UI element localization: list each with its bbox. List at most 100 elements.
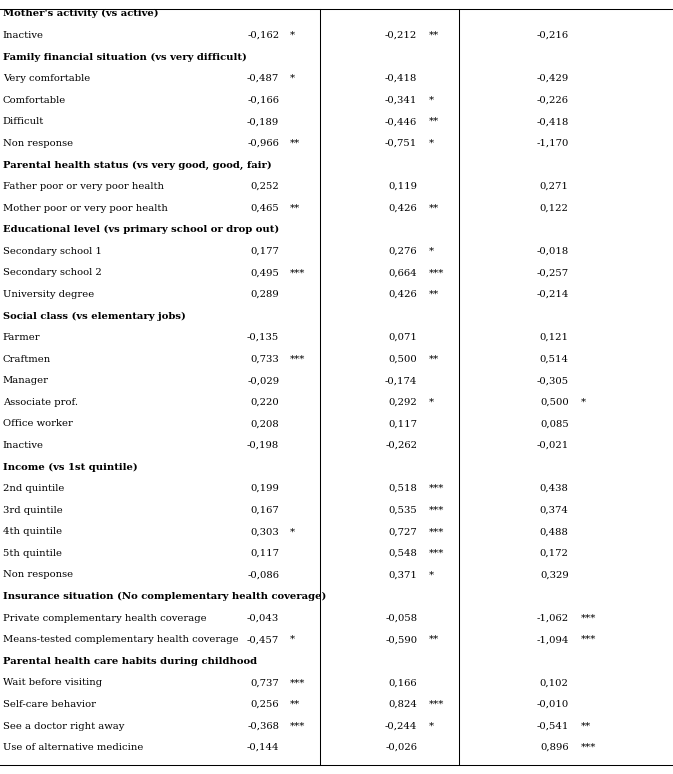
- Text: ***: ***: [289, 354, 305, 364]
- Text: 0,252: 0,252: [250, 182, 279, 191]
- Text: ***: ***: [581, 635, 596, 644]
- Text: 0,465: 0,465: [250, 204, 279, 213]
- Text: 0,727: 0,727: [388, 527, 417, 536]
- Text: 0,220: 0,220: [250, 398, 279, 407]
- Text: *: *: [289, 527, 295, 536]
- Text: **: **: [429, 635, 439, 644]
- Text: -0,029: -0,029: [247, 376, 279, 385]
- Text: **: **: [429, 290, 439, 299]
- Text: **: **: [289, 700, 299, 709]
- Text: 0,426: 0,426: [388, 290, 417, 299]
- Text: 0,548: 0,548: [388, 549, 417, 558]
- Text: Craftmen: Craftmen: [3, 354, 51, 364]
- Text: -0,214: -0,214: [536, 290, 569, 299]
- Text: 0,085: 0,085: [540, 420, 569, 428]
- Text: ***: ***: [429, 505, 444, 515]
- Text: -0,018: -0,018: [536, 247, 569, 255]
- Text: 0,292: 0,292: [388, 398, 417, 407]
- Text: -0,086: -0,086: [247, 570, 279, 580]
- Text: 0,289: 0,289: [250, 290, 279, 299]
- Text: 0,303: 0,303: [250, 527, 279, 536]
- Text: -0,262: -0,262: [385, 441, 417, 450]
- Text: Means-tested complementary health coverage: Means-tested complementary health covera…: [3, 635, 238, 644]
- Text: -0,212: -0,212: [385, 31, 417, 40]
- Text: ***: ***: [289, 721, 305, 731]
- Text: -0,058: -0,058: [385, 614, 417, 622]
- Text: -0,541: -0,541: [536, 721, 569, 731]
- Text: 0,500: 0,500: [540, 398, 569, 407]
- Text: Educational level (vs primary school or drop out): Educational level (vs primary school or …: [3, 225, 279, 235]
- Text: -0,144: -0,144: [247, 743, 279, 752]
- Text: Difficult: Difficult: [3, 117, 44, 126]
- Text: -0,418: -0,418: [536, 117, 569, 126]
- Text: *: *: [429, 721, 434, 731]
- Text: 0,438: 0,438: [540, 484, 569, 493]
- Text: 0,117: 0,117: [250, 549, 279, 558]
- Text: 0,177: 0,177: [250, 247, 279, 255]
- Text: -0,021: -0,021: [536, 441, 569, 450]
- Text: Parental health status (vs very good, good, fair): Parental health status (vs very good, go…: [3, 160, 271, 170]
- Text: *: *: [289, 635, 295, 644]
- Text: -0,368: -0,368: [247, 721, 279, 731]
- Text: *: *: [429, 247, 434, 255]
- Text: 0,271: 0,271: [540, 182, 569, 191]
- Text: 0,121: 0,121: [540, 333, 569, 342]
- Text: 0,500: 0,500: [388, 354, 417, 364]
- Text: Self-care behavior: Self-care behavior: [3, 700, 96, 709]
- Text: 2nd quintile: 2nd quintile: [3, 484, 64, 493]
- Text: 5th quintile: 5th quintile: [3, 549, 62, 558]
- Text: *: *: [581, 398, 586, 407]
- Text: 0,117: 0,117: [388, 420, 417, 428]
- Text: -0,457: -0,457: [247, 635, 279, 644]
- Text: **: **: [581, 721, 591, 731]
- Text: Secondary school 2: Secondary school 2: [3, 269, 102, 277]
- Text: -0,166: -0,166: [247, 96, 279, 104]
- Text: 0,495: 0,495: [250, 269, 279, 277]
- Text: -0,174: -0,174: [385, 376, 417, 385]
- Text: 0,329: 0,329: [540, 570, 569, 580]
- Text: -0,244: -0,244: [385, 721, 417, 731]
- Text: ***: ***: [581, 743, 596, 752]
- Text: -0,429: -0,429: [536, 74, 569, 83]
- Text: *: *: [429, 570, 434, 580]
- Text: *: *: [429, 139, 434, 148]
- Text: **: **: [429, 204, 439, 213]
- Text: 0,824: 0,824: [388, 700, 417, 709]
- Text: Mother's activity (vs active): Mother's activity (vs active): [3, 9, 158, 19]
- Text: -0,487: -0,487: [247, 74, 279, 83]
- Text: Secondary school 1: Secondary school 1: [3, 247, 102, 255]
- Text: -0,341: -0,341: [385, 96, 417, 104]
- Text: -0,198: -0,198: [247, 441, 279, 450]
- Text: -0,257: -0,257: [536, 269, 569, 277]
- Text: ***: ***: [429, 269, 444, 277]
- Text: Wait before visiting: Wait before visiting: [3, 678, 102, 687]
- Text: -0,010: -0,010: [536, 700, 569, 709]
- Text: 0,737: 0,737: [250, 678, 279, 687]
- Text: -0,216: -0,216: [536, 31, 569, 40]
- Text: 0,172: 0,172: [540, 549, 569, 558]
- Text: *: *: [289, 31, 295, 40]
- Text: ***: ***: [429, 527, 444, 536]
- Text: University degree: University degree: [3, 290, 94, 299]
- Text: -0,751: -0,751: [385, 139, 417, 148]
- Text: **: **: [429, 31, 439, 40]
- Text: *: *: [429, 96, 434, 104]
- Text: 0,199: 0,199: [250, 484, 279, 493]
- Text: -0,043: -0,043: [247, 614, 279, 622]
- Text: Income (vs 1st quintile): Income (vs 1st quintile): [3, 463, 137, 471]
- Text: -0,026: -0,026: [385, 743, 417, 752]
- Text: Very comfortable: Very comfortable: [3, 74, 90, 83]
- Text: *: *: [429, 398, 434, 407]
- Text: ***: ***: [289, 678, 305, 687]
- Text: Use of alternative medicine: Use of alternative medicine: [3, 743, 143, 752]
- Text: ***: ***: [429, 549, 444, 558]
- Text: ***: ***: [289, 269, 305, 277]
- Text: Non response: Non response: [3, 139, 73, 148]
- Text: Parental health care habits during childhood: Parental health care habits during child…: [3, 657, 257, 666]
- Text: ***: ***: [429, 700, 444, 709]
- Text: 0,256: 0,256: [250, 700, 279, 709]
- Text: Inactive: Inactive: [3, 31, 44, 40]
- Text: **: **: [289, 204, 299, 213]
- Text: 0,664: 0,664: [388, 269, 417, 277]
- Text: 0,166: 0,166: [388, 678, 417, 687]
